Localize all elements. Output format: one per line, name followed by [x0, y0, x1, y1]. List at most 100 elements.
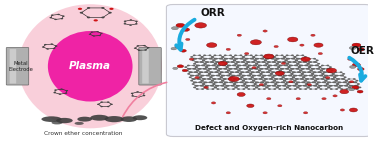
Ellipse shape	[200, 76, 202, 78]
Ellipse shape	[327, 81, 330, 83]
Ellipse shape	[293, 80, 296, 81]
Ellipse shape	[280, 58, 284, 60]
Ellipse shape	[209, 78, 211, 80]
Ellipse shape	[219, 81, 222, 83]
Ellipse shape	[192, 65, 195, 66]
Ellipse shape	[138, 49, 140, 51]
Ellipse shape	[267, 66, 270, 68]
Ellipse shape	[51, 43, 53, 45]
Ellipse shape	[273, 85, 276, 87]
Ellipse shape	[293, 81, 295, 83]
Ellipse shape	[301, 65, 303, 66]
Ellipse shape	[222, 80, 225, 81]
Ellipse shape	[228, 65, 231, 66]
Ellipse shape	[303, 61, 306, 63]
Ellipse shape	[319, 71, 322, 73]
Ellipse shape	[143, 45, 146, 46]
Ellipse shape	[287, 68, 290, 70]
Ellipse shape	[256, 58, 259, 60]
Ellipse shape	[206, 65, 209, 66]
Ellipse shape	[301, 81, 304, 83]
Ellipse shape	[306, 68, 309, 70]
Ellipse shape	[204, 85, 208, 87]
Ellipse shape	[248, 78, 251, 80]
Ellipse shape	[219, 54, 222, 56]
Ellipse shape	[200, 71, 203, 73]
Ellipse shape	[230, 68, 232, 70]
Ellipse shape	[287, 58, 290, 60]
Ellipse shape	[101, 7, 105, 9]
Ellipse shape	[252, 75, 255, 76]
Ellipse shape	[242, 56, 245, 58]
Ellipse shape	[222, 78, 225, 80]
Ellipse shape	[225, 71, 228, 73]
Ellipse shape	[243, 83, 246, 85]
Ellipse shape	[196, 61, 199, 63]
Ellipse shape	[245, 63, 248, 65]
Text: OER: OER	[350, 47, 374, 56]
Ellipse shape	[200, 61, 203, 63]
Ellipse shape	[108, 12, 112, 14]
Ellipse shape	[200, 80, 203, 81]
Ellipse shape	[299, 61, 302, 63]
Ellipse shape	[249, 73, 253, 75]
Ellipse shape	[173, 67, 178, 70]
Ellipse shape	[235, 63, 238, 65]
Ellipse shape	[202, 60, 205, 61]
Ellipse shape	[212, 75, 215, 76]
Ellipse shape	[211, 80, 214, 81]
Ellipse shape	[306, 65, 309, 66]
Ellipse shape	[347, 81, 350, 83]
Ellipse shape	[231, 81, 234, 83]
Ellipse shape	[193, 81, 196, 83]
Ellipse shape	[257, 71, 260, 73]
Ellipse shape	[342, 81, 345, 83]
Ellipse shape	[247, 75, 250, 76]
Ellipse shape	[307, 63, 310, 65]
Ellipse shape	[329, 71, 332, 73]
Ellipse shape	[91, 31, 93, 33]
Ellipse shape	[253, 56, 256, 58]
Ellipse shape	[227, 70, 230, 71]
Ellipse shape	[334, 81, 337, 83]
Ellipse shape	[282, 85, 285, 87]
Ellipse shape	[53, 48, 56, 49]
Ellipse shape	[190, 80, 193, 81]
Ellipse shape	[232, 85, 235, 87]
Ellipse shape	[338, 87, 341, 88]
Ellipse shape	[215, 66, 218, 68]
Ellipse shape	[227, 88, 230, 90]
Ellipse shape	[255, 63, 258, 65]
Ellipse shape	[280, 73, 284, 75]
Ellipse shape	[231, 58, 234, 60]
Ellipse shape	[259, 65, 262, 66]
Ellipse shape	[325, 88, 328, 90]
Ellipse shape	[187, 68, 190, 70]
Ellipse shape	[330, 70, 333, 71]
Ellipse shape	[350, 88, 353, 90]
Ellipse shape	[274, 83, 277, 85]
Ellipse shape	[263, 65, 266, 66]
Ellipse shape	[287, 71, 290, 73]
Ellipse shape	[206, 43, 217, 48]
Ellipse shape	[280, 65, 283, 66]
Ellipse shape	[358, 87, 361, 88]
Ellipse shape	[223, 60, 226, 61]
Ellipse shape	[314, 85, 318, 87]
Ellipse shape	[199, 76, 202, 78]
Ellipse shape	[287, 85, 290, 87]
Ellipse shape	[273, 56, 276, 58]
Ellipse shape	[225, 87, 228, 88]
Ellipse shape	[107, 106, 110, 107]
Ellipse shape	[325, 75, 328, 76]
Ellipse shape	[221, 71, 224, 73]
Ellipse shape	[266, 98, 271, 100]
Ellipse shape	[255, 54, 258, 56]
Ellipse shape	[308, 58, 311, 60]
Ellipse shape	[286, 63, 289, 65]
Ellipse shape	[349, 46, 356, 49]
Ellipse shape	[347, 83, 350, 85]
Ellipse shape	[231, 71, 234, 73]
Ellipse shape	[260, 78, 263, 80]
Ellipse shape	[198, 81, 201, 83]
